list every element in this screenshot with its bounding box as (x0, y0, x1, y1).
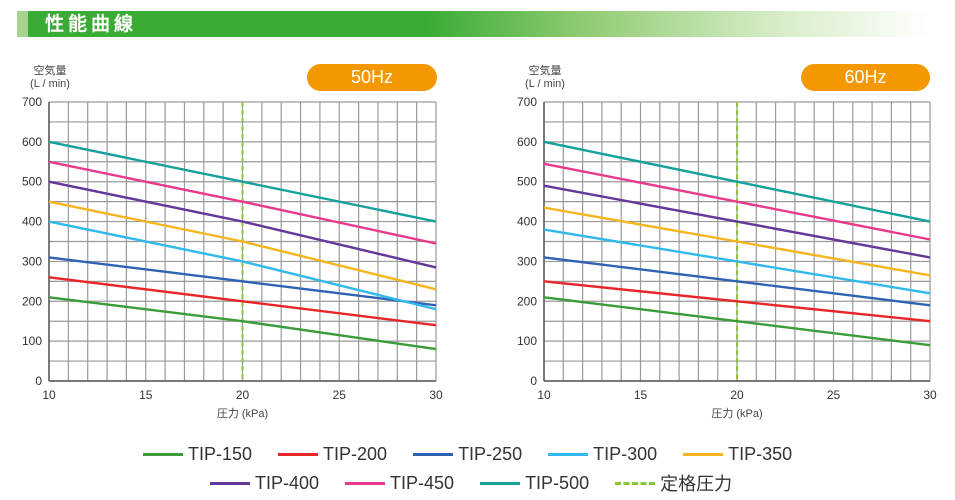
legend-item: TIP-350 (683, 444, 792, 465)
x-tick-label: 30 (429, 388, 443, 402)
frequency-badge-50hz: 50Hz (307, 64, 437, 91)
x-tick-label: 30 (923, 388, 937, 402)
legend-label: TIP-400 (255, 472, 320, 493)
series-line-tip-450 (543, 162, 931, 241)
legend-swatch (548, 453, 589, 456)
legend-item: TIP-300 (548, 444, 657, 465)
chart-50hz: 0 100 200 300 400 500 600 700 10 15 20 25 30 空気量(L / … (22, 63, 443, 420)
y-tick-label: 300 (22, 254, 42, 268)
legend-label: TIP-150 (188, 444, 253, 464)
legend-label: TIP-200 (323, 444, 388, 464)
legend-swatch (143, 453, 183, 456)
y-axis-unit-label: (L / min) (30, 78, 70, 90)
legend-swatch (683, 453, 724, 456)
x-tick-label: 15 (634, 388, 648, 402)
legend-swatch (480, 481, 521, 485)
legend-label: TIP-300 (593, 444, 658, 464)
legend-swatch (413, 453, 454, 456)
legend-label: TIP-250 (458, 444, 523, 464)
series-line-tip-500 (48, 140, 437, 223)
x-tick-label: 20 (236, 388, 250, 402)
y-tick-label: 0 (530, 374, 537, 388)
series-line-tip-300 (543, 228, 931, 295)
y-tick-label: 700 (517, 95, 537, 109)
y-tick-label: 400 (22, 215, 42, 229)
series-line-tip-250 (48, 256, 437, 307)
chart-60hz: 0 100 200 300 400 500 600 700 10 15 20 25 30 空気量(L / … (517, 63, 937, 420)
legend-label: TIP-350 (728, 444, 793, 464)
x-axis-label: 圧力 (kPa) (217, 407, 268, 420)
y-tick-label: 100 (22, 334, 42, 348)
x-axis-label: 圧力 (kPa) (711, 407, 762, 420)
y-tick-label: 600 (22, 135, 42, 149)
x-tick-label: 10 (42, 388, 56, 402)
legend-item: TIP-200 (278, 444, 387, 465)
y-tick-label: 400 (517, 215, 537, 229)
legend-item: TIP-450 (345, 473, 454, 494)
legend-swatch (615, 481, 656, 485)
series-line-tip-350 (48, 200, 437, 291)
section-header-bar: 性能曲線 (17, 11, 930, 37)
legend-row-2: TIP-400 TIP-450 TIP-500 定格圧力 (210, 470, 758, 496)
series-line-tip-150 (48, 296, 437, 351)
x-tick-label: 10 (537, 388, 551, 402)
series-line-tip-450 (48, 160, 437, 245)
series-line-tip-400 (543, 184, 931, 259)
series-line-tip-500 (543, 140, 931, 223)
legend-item: 定格圧力 (615, 470, 732, 496)
series-line-tip-200 (543, 280, 931, 323)
y-tick-label: 500 (517, 175, 537, 189)
y-tick-label: 500 (22, 175, 42, 189)
legend-swatch (210, 481, 250, 485)
y-tick-label: 0 (35, 374, 42, 388)
legend-label: TIP-450 (390, 472, 455, 493)
y-tick-label: 200 (517, 294, 537, 308)
y-axis-label: 空気量 (34, 63, 67, 77)
series-line-tip-200 (48, 276, 437, 327)
x-tick-label: 25 (333, 388, 347, 402)
legend-item: TIP-400 (210, 473, 319, 494)
y-axis-label: 空気量 (529, 63, 562, 77)
legend-item: TIP-250 (413, 444, 522, 465)
legend-item: TIP-500 (480, 473, 589, 494)
y-axis-unit-label: (L / min) (525, 78, 565, 90)
legend-row-1: TIP-150 TIP-200 TIP-250 TIP-300 TIP-350 (143, 444, 818, 465)
series-line-tip-400 (48, 180, 437, 269)
x-tick-label: 20 (730, 388, 744, 402)
header-accent-strip (17, 11, 28, 37)
y-tick-label: 600 (517, 135, 537, 149)
series-line-tip-250 (543, 256, 931, 307)
section-title: 性能曲線 (45, 13, 138, 35)
x-tick-label: 25 (827, 388, 841, 402)
series-line-tip-150 (543, 296, 931, 347)
legend-swatch (278, 453, 319, 456)
legend-label: 定格圧力 (660, 474, 733, 494)
legend-swatch (345, 481, 386, 485)
y-tick-label: 200 (22, 294, 42, 308)
y-tick-label: 100 (517, 334, 537, 348)
legend-label: TIP-500 (525, 472, 590, 493)
y-tick-label: 300 (517, 254, 537, 268)
legend-item: TIP-150 (143, 444, 252, 465)
series-line-tip-350 (543, 206, 931, 277)
y-tick-label: 700 (22, 95, 42, 109)
x-tick-label: 15 (139, 388, 153, 402)
frequency-badge-60hz: 60Hz (801, 64, 930, 91)
series-line-tip-300 (48, 220, 437, 311)
